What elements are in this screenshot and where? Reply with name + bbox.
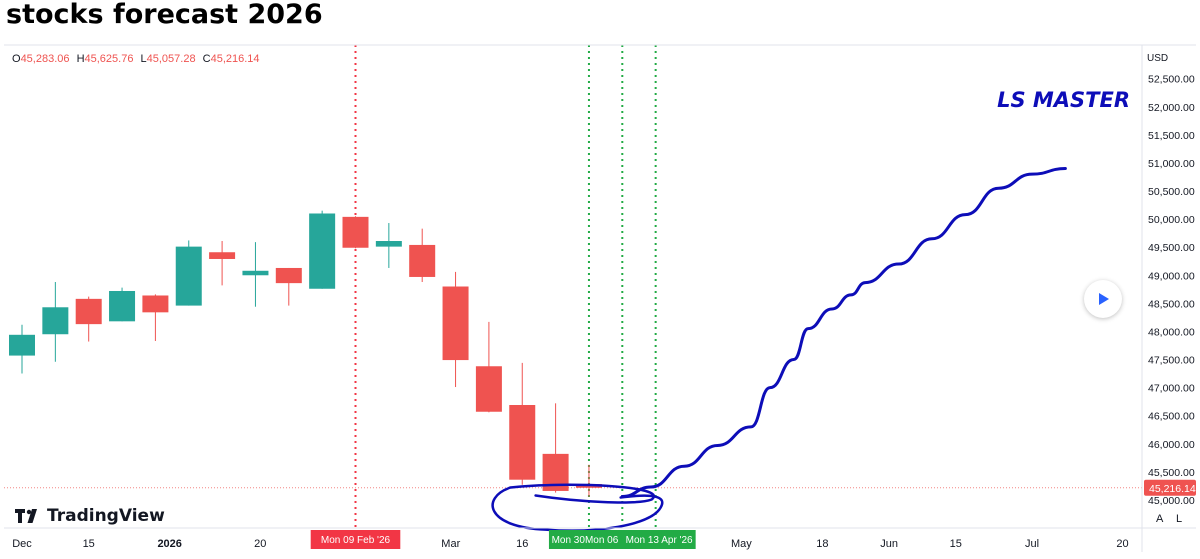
- forecast-line: [620, 167, 1067, 499]
- y-tick-label: 45,500.00: [1148, 467, 1195, 479]
- y-tick-label: 51,500.00: [1148, 130, 1195, 142]
- y-tick-label: 50,000.00: [1148, 214, 1195, 226]
- date-marker-tag: [548, 530, 696, 549]
- x-tick-label: 20: [254, 538, 266, 550]
- y-tick-label: 50,500.00: [1148, 186, 1195, 198]
- candle-body: [9, 334, 35, 356]
- date-marker-label: Mon 30: [552, 535, 586, 546]
- candle-body: [509, 405, 536, 480]
- ohlc-legend: O45,283.06 H45,625.76 L45,057.28 C45,216…: [12, 53, 264, 65]
- candle-body: [42, 307, 69, 335]
- x-tick-label: Dec: [12, 538, 32, 550]
- ohlc-close-value: 45,216.14: [210, 53, 260, 65]
- tradingview-logo-icon: [15, 509, 37, 523]
- x-tick-label: 20: [1116, 538, 1128, 550]
- date-markers: [354, 45, 657, 528]
- y-tick-label: 47,500.00: [1148, 355, 1195, 367]
- candle-body: [442, 286, 469, 361]
- x-tick-label: Jul: [1025, 538, 1039, 550]
- x-tick-label: May: [731, 538, 752, 550]
- candle-body: [75, 298, 102, 325]
- ohlc-low-value: 45,057.28: [146, 53, 196, 65]
- y-tick-label: 51,000.00: [1148, 158, 1195, 170]
- candle-body: [342, 216, 369, 248]
- ohlc-open-value: 45,283.06: [20, 53, 70, 65]
- hand-drawn-circle: [491, 483, 664, 532]
- last-price-tag: [1144, 479, 1196, 496]
- y-tick-label: 46,000.00: [1148, 439, 1195, 451]
- tradingview-brand: TradingView: [47, 506, 165, 526]
- x-tick-label: Mar: [441, 538, 460, 550]
- y-tick-label: 52,000.00: [1148, 102, 1195, 114]
- ls-master-watermark: LS MASTER: [997, 88, 1130, 112]
- last-price-label: 45,216.14: [1149, 483, 1196, 495]
- candle-body: [409, 244, 436, 277]
- axes: 45,000.00 45,500.00 46,000.00 46,500.00 47,0…: [4, 44, 1196, 552]
- x-tick-label: Jun: [880, 538, 898, 550]
- candle-body: [142, 295, 169, 313]
- y-tick-label: 49,000.00: [1148, 270, 1195, 282]
- date-marker-label: Mon 13 Apr '26: [626, 535, 693, 546]
- candle-body: [475, 366, 502, 412]
- ohlc-high-key: H: [76, 53, 85, 65]
- candle-body: [175, 246, 202, 306]
- y-tick-label: 46,500.00: [1148, 411, 1195, 423]
- x-tick-label: 2026: [157, 538, 181, 550]
- candle-body: [309, 213, 336, 289]
- y-tick-label: 48,000.00: [1148, 326, 1195, 338]
- tradingview-logo: TradingView: [15, 506, 165, 526]
- candle-body: [375, 241, 402, 247]
- y-tick-label: 48,500.00: [1148, 298, 1195, 310]
- candle-body: [209, 252, 236, 259]
- candles: [9, 210, 602, 497]
- date-marker-label: Mon 09 Feb '26: [321, 535, 391, 546]
- ohlc-low-key: L: [140, 53, 147, 65]
- y-tick-label: 52,500.00: [1148, 74, 1195, 86]
- x-tick-label: 15: [950, 538, 962, 550]
- ohlc-open-key: O: [12, 53, 21, 65]
- currency-label[interactable]: USD: [1147, 53, 1169, 64]
- x-tick-label: 15: [83, 538, 95, 550]
- candle-body: [242, 270, 269, 276]
- candle-body: [109, 290, 136, 322]
- y-tick-label: 45,000.00: [1148, 495, 1195, 507]
- ohlc-close-key: C: [202, 53, 211, 65]
- ohlc-high-value: 45,625.76: [84, 53, 134, 65]
- log-scale-button[interactable]: L: [1176, 513, 1183, 525]
- date-marker-tag: [310, 530, 401, 549]
- candle-body: [275, 267, 302, 284]
- date-marker-label: Mon 06: [585, 535, 619, 546]
- y-tick-label: 49,500.00: [1148, 242, 1195, 254]
- auto-scale-button[interactable]: A: [1156, 513, 1164, 525]
- forecast-drawing: [491, 167, 1067, 532]
- y-tick-label: 47,000.00: [1148, 383, 1195, 395]
- x-tick-label: 16: [516, 538, 528, 550]
- play-icon: [1099, 293, 1109, 305]
- play-button[interactable]: [1084, 280, 1122, 318]
- page-title: stocks forecast 2026: [6, 0, 323, 30]
- x-tick-label: 18: [816, 538, 828, 550]
